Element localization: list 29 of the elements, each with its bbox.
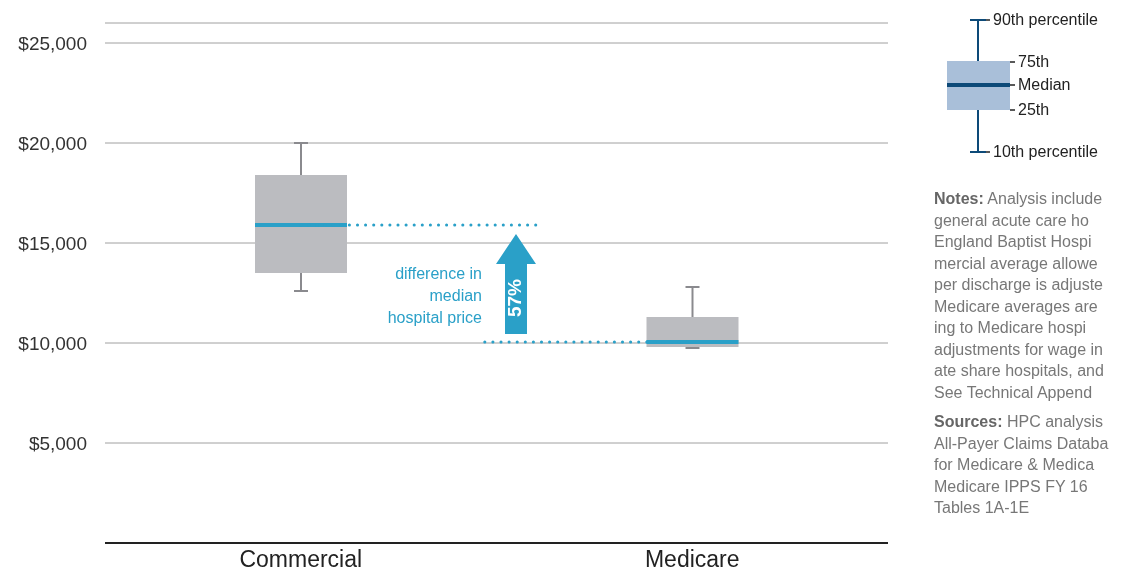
annotation: difference in median hospital price [386,264,482,328]
text: per discharge is adjuste [934,275,1104,295]
y-tick-label: $15,000 [18,232,87,254]
text: Medicare averages are [934,296,1099,317]
text: 10th percentile [993,142,1098,162]
x-tick-label: Medicare [644,546,740,573]
text: Notes: Analysis include [934,189,1104,209]
text: 75th [1018,52,1050,72]
y-tick-label: $10,000 [18,332,87,354]
text: mercial average allowe [934,253,1099,274]
text: ing to Medicare hospi [934,318,1088,338]
y-tick-label: $25,000 [18,32,87,54]
text: England Baptist Hospi [934,232,1093,252]
text: for Medicare & Medica [934,455,1096,475]
y-tick-label: $5,000 [28,432,87,454]
annotation: 57% [503,278,525,318]
text: See Technical Append [934,382,1094,403]
text: All-Payer Claims Databa [934,433,1109,454]
y-tick-label: $20,000 [18,132,87,154]
text: adjustments for wage in [934,339,1104,360]
text: Median [1018,75,1071,95]
text: ate share hospitals, and [934,361,1105,381]
text: Tables 1A-1E [934,498,1031,518]
x-tick-label: Commercial [239,546,363,573]
source-note: Sources: HPC analysis [934,412,1104,432]
text: general acute care ho [934,210,1090,231]
text: 90th percentile [993,10,1098,30]
text: Medicare IPPS FY 16 [934,476,1089,497]
text: 25th [1018,100,1050,120]
